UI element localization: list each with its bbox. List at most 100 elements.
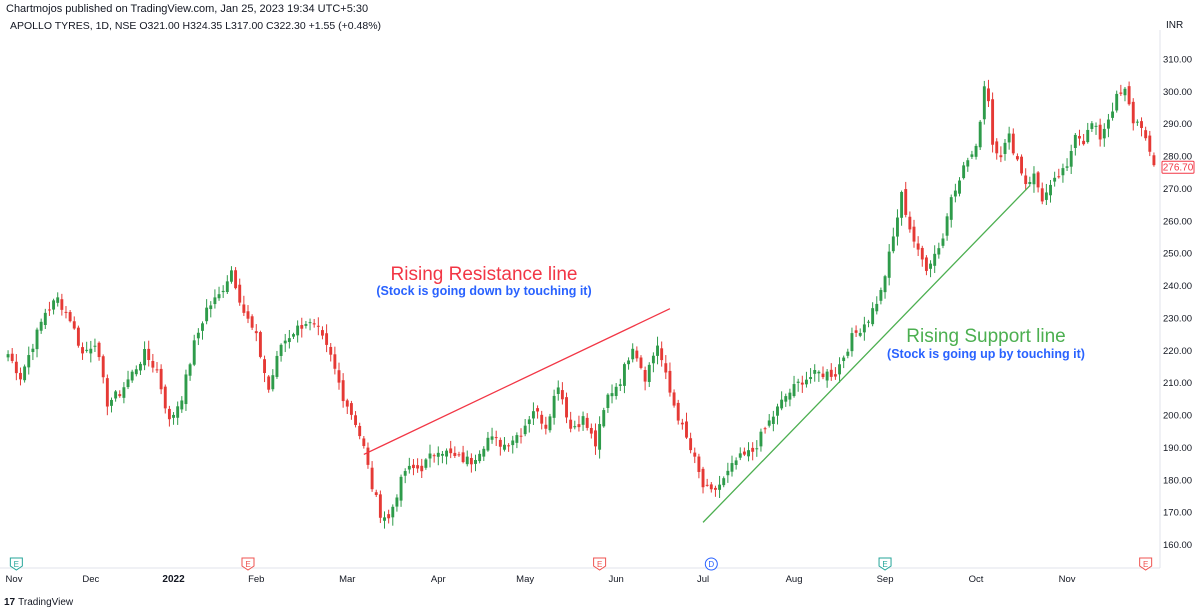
earnings-marker-icon[interactable]: E <box>241 557 255 571</box>
candle <box>126 370 130 390</box>
candle <box>225 275 229 295</box>
candle <box>904 181 908 218</box>
candle <box>1090 121 1094 132</box>
price-tick-label: 160.00 <box>1163 540 1192 551</box>
candle <box>833 367 837 380</box>
brand-label: TradingView <box>18 597 74 608</box>
time-tick-label: Nov <box>6 574 23 585</box>
candle <box>511 435 515 454</box>
candle <box>366 442 370 469</box>
candle <box>1106 113 1110 138</box>
candle <box>788 388 792 407</box>
price-tick-label: 240.00 <box>1163 281 1192 292</box>
candle <box>503 437 506 452</box>
candle <box>631 343 635 363</box>
candle <box>784 393 788 407</box>
trendlines-layer <box>363 185 1031 523</box>
candle <box>469 453 473 473</box>
candle <box>159 364 163 395</box>
candle <box>747 442 750 462</box>
candle <box>445 448 449 465</box>
candle <box>937 242 941 259</box>
candle <box>118 390 122 398</box>
price-tick-label: 200.00 <box>1163 411 1192 422</box>
candle <box>304 320 308 329</box>
candle <box>316 317 320 336</box>
event-marker-label: E <box>245 560 250 569</box>
candle <box>1094 122 1098 135</box>
candle <box>896 209 899 246</box>
candle <box>1135 119 1139 126</box>
candle <box>664 355 668 380</box>
candle <box>767 414 771 428</box>
candle <box>1082 133 1086 146</box>
candle <box>230 266 233 284</box>
candle <box>701 466 705 494</box>
candle <box>842 355 846 369</box>
candle <box>151 353 155 373</box>
candle <box>738 447 742 461</box>
candle <box>242 295 246 317</box>
earnings-marker-icon[interactable]: E <box>1139 557 1153 571</box>
candle <box>693 447 697 464</box>
candle <box>130 369 134 383</box>
candle <box>887 244 891 286</box>
currency-label: INR <box>1166 20 1184 31</box>
price-tick-label: 210.00 <box>1163 378 1192 389</box>
candle <box>403 468 407 484</box>
candle <box>279 343 283 362</box>
candle <box>527 415 531 433</box>
time-tick-label: Oct <box>969 574 984 585</box>
candle <box>945 213 949 241</box>
candle <box>263 355 266 383</box>
candle <box>680 418 684 430</box>
candle <box>23 364 27 383</box>
candle <box>627 357 631 370</box>
candle <box>838 357 841 383</box>
time-tick-label: Jun <box>608 574 623 585</box>
candle <box>536 405 540 419</box>
candle <box>1057 168 1061 179</box>
candle <box>519 428 523 444</box>
candle <box>962 161 966 180</box>
candle <box>916 236 920 257</box>
candle <box>416 458 420 473</box>
candle <box>821 366 825 380</box>
earnings-marker-icon[interactable]: E <box>878 557 892 571</box>
candle <box>722 476 726 488</box>
candle <box>651 352 655 373</box>
time-axis: Nov Dec 2022 Feb Mar Apr May Jun Jul Aug Sep Oct Nov <box>6 574 1076 585</box>
candle <box>685 412 688 439</box>
resistance-trendline[interactable] <box>363 308 671 455</box>
candle <box>813 364 817 382</box>
candle <box>14 354 18 381</box>
candle <box>387 509 391 524</box>
candle <box>875 296 879 315</box>
publisher-credit: Chartmojos published on TradingView.com,… <box>6 3 369 15</box>
last-price-value: 276.70 <box>1163 163 1194 174</box>
candle <box>424 458 428 470</box>
price-tick-label: 260.00 <box>1163 216 1192 227</box>
candle <box>1111 102 1115 121</box>
candle <box>440 450 444 464</box>
candle <box>221 285 225 298</box>
price-tick-label: 230.00 <box>1163 313 1192 324</box>
candle <box>19 367 22 386</box>
earnings-marker-icon[interactable]: E <box>9 557 23 571</box>
candle <box>474 454 477 472</box>
candle <box>569 411 573 433</box>
dividend-marker-icon[interactable]: D <box>704 557 718 571</box>
candle <box>805 371 808 388</box>
support-trendline[interactable] <box>702 185 1031 523</box>
candle <box>1040 182 1044 205</box>
candle <box>134 365 138 377</box>
candle <box>76 325 80 348</box>
candle <box>639 355 643 370</box>
earnings-marker-icon[interactable]: E <box>593 557 607 571</box>
candle <box>759 428 763 452</box>
candle <box>412 459 415 476</box>
candle <box>1028 176 1032 187</box>
tradingview-brand[interactable]: 17 TradingView <box>4 597 73 608</box>
candle <box>1069 144 1073 175</box>
